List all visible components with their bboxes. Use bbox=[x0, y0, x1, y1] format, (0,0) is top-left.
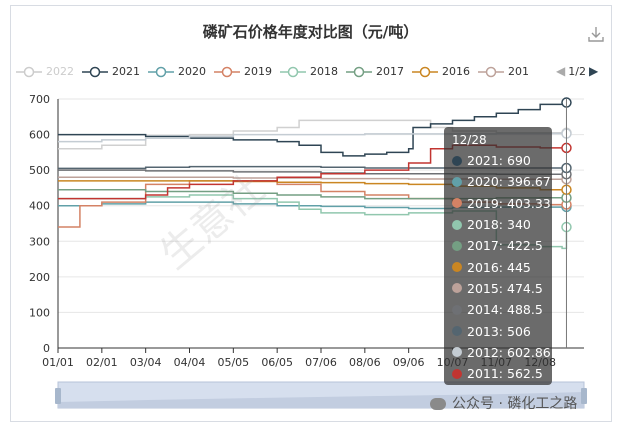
x-tick-label: 05/05 bbox=[217, 356, 249, 369]
legend-next-icon[interactable]: ▶ bbox=[588, 64, 599, 78]
series-dot-icon bbox=[452, 219, 462, 230]
footer-watermark-text: 公众号 · 磷化工之路 bbox=[452, 396, 578, 412]
legend-label: 2019 bbox=[244, 65, 272, 78]
y-tick-label: 0 bbox=[43, 342, 50, 355]
y-tick-label: 700 bbox=[29, 93, 50, 106]
legend-label: 2021 bbox=[112, 65, 140, 78]
legend-item-201[interactable]: 201 bbox=[478, 65, 529, 78]
tooltip-value: 2015: 474.5 bbox=[467, 280, 543, 296]
legend-label: 2022 bbox=[46, 65, 74, 78]
series-dot-icon bbox=[452, 283, 462, 294]
series-dot-icon bbox=[452, 262, 462, 273]
zoom-handle-left[interactable] bbox=[55, 388, 61, 404]
series-dot-icon bbox=[452, 304, 462, 315]
zoom-slider-shadow bbox=[58, 392, 584, 408]
legend-symbol-icon bbox=[412, 66, 438, 77]
legend-label: 2020 bbox=[178, 65, 206, 78]
x-tick-label: 01/01 bbox=[42, 356, 74, 369]
legend-label: 2017 bbox=[376, 65, 404, 78]
tooltip-row: 2011: 562.5 bbox=[452, 363, 552, 384]
legend-symbol-icon bbox=[478, 66, 504, 77]
legend-item-2019[interactable]: 2019 bbox=[214, 65, 272, 78]
x-tick-label: 04/04 bbox=[174, 356, 206, 369]
legend-symbol-icon bbox=[214, 66, 240, 77]
legend-item-2021[interactable]: 2021 bbox=[82, 65, 140, 78]
tooltip-value: 2017: 422.5 bbox=[467, 238, 543, 254]
x-tick-label: 07/06 bbox=[305, 356, 337, 369]
download-icon[interactable] bbox=[586, 24, 606, 44]
tooltip-value: 2012: 602.86 bbox=[467, 344, 551, 360]
y-tick-label: 400 bbox=[29, 200, 50, 213]
tooltip-value: 2021: 690 bbox=[467, 153, 531, 169]
footer-watermark: 公众号 · 磷化工之路 bbox=[430, 393, 577, 413]
x-tick-label: 02/01 bbox=[86, 356, 118, 369]
y-tick-label: 500 bbox=[29, 164, 50, 177]
tooltip-title: 12/28 bbox=[452, 133, 487, 147]
tooltip-row: 2014: 488.5 bbox=[452, 299, 552, 320]
legend-symbol-icon bbox=[82, 66, 108, 77]
legend-symbol-icon bbox=[16, 66, 42, 77]
tooltip-value: 2020: 396.67 bbox=[467, 174, 551, 190]
legend-symbol-icon bbox=[148, 66, 174, 77]
legend-item-2020[interactable]: 2020 bbox=[148, 65, 206, 78]
tooltip-row: 2018: 340 bbox=[452, 214, 552, 235]
zoom-handle-right[interactable] bbox=[581, 388, 587, 404]
series-dot-icon bbox=[452, 176, 462, 187]
tooltip-row: 2021: 690 bbox=[452, 150, 552, 171]
x-tick-label: 06/05 bbox=[261, 356, 293, 369]
tooltip-value: 2014: 488.5 bbox=[467, 302, 543, 318]
tooltip-row: 2017: 422.5 bbox=[452, 235, 552, 256]
legend-label: 2018 bbox=[310, 65, 338, 78]
tooltip-row: 2020: 396.67 bbox=[452, 171, 552, 192]
y-tick-label: 100 bbox=[29, 306, 50, 319]
series-dot-icon bbox=[452, 347, 462, 358]
tooltip-value: 2013: 506 bbox=[467, 323, 531, 339]
series-dot-icon bbox=[452, 240, 462, 251]
tooltip-value: 2018: 340 bbox=[467, 217, 531, 233]
legend-item-2017[interactable]: 2017 bbox=[346, 65, 404, 78]
legend-pager: ◀ 1/2 ▶ bbox=[556, 64, 598, 78]
tooltip-row: 2015: 474.5 bbox=[452, 278, 552, 299]
legend: 2022 2021 2020 2019 2018 2017 2016 201 bbox=[16, 65, 571, 83]
y-tick-label: 300 bbox=[29, 235, 50, 248]
tooltip-row: 2016: 445 bbox=[452, 256, 552, 277]
tooltip-row: 2013: 506 bbox=[452, 320, 552, 341]
tooltip-value: 2016: 445 bbox=[467, 259, 531, 275]
legend-symbol-icon bbox=[346, 66, 372, 77]
series-dot-icon bbox=[452, 198, 462, 209]
x-tick-label: 09/06 bbox=[393, 356, 425, 369]
tooltip-value: 2011: 562.5 bbox=[467, 366, 543, 382]
tooltip-row: 2012: 602.86 bbox=[452, 342, 552, 363]
series-line-2021 bbox=[58, 102, 568, 157]
x-tick-label: 08/06 bbox=[349, 356, 381, 369]
series-dot-icon bbox=[452, 155, 462, 166]
y-tick-label: 200 bbox=[29, 271, 50, 284]
x-tick-label: 03/04 bbox=[130, 356, 162, 369]
y-tick-label: 600 bbox=[29, 129, 50, 142]
tooltip: 12/28 2021: 690 2020: 396.67 2019: 403.33 2… bbox=[444, 127, 552, 385]
legend-page-indicator: 1/2 bbox=[568, 64, 586, 78]
series-dot-icon bbox=[452, 326, 462, 337]
legend-prev-icon[interactable]: ◀ bbox=[556, 64, 566, 78]
series-dot-icon bbox=[452, 368, 462, 379]
legend-item-2016[interactable]: 2016 bbox=[412, 65, 470, 78]
chart-title: 磷矿石价格年度对比图（元/吨） bbox=[202, 23, 419, 41]
wechat-icon bbox=[430, 398, 446, 410]
legend-label: 2016 bbox=[442, 65, 470, 78]
legend-item-2022[interactable]: 2022 bbox=[16, 65, 74, 78]
legend-item-2018[interactable]: 2018 bbox=[280, 65, 338, 78]
tooltip-row: 2019: 403.33 bbox=[452, 193, 552, 214]
legend-symbol-icon bbox=[280, 66, 306, 77]
tooltip-value: 2019: 403.33 bbox=[467, 195, 551, 211]
legend-label: 201 bbox=[508, 65, 529, 78]
